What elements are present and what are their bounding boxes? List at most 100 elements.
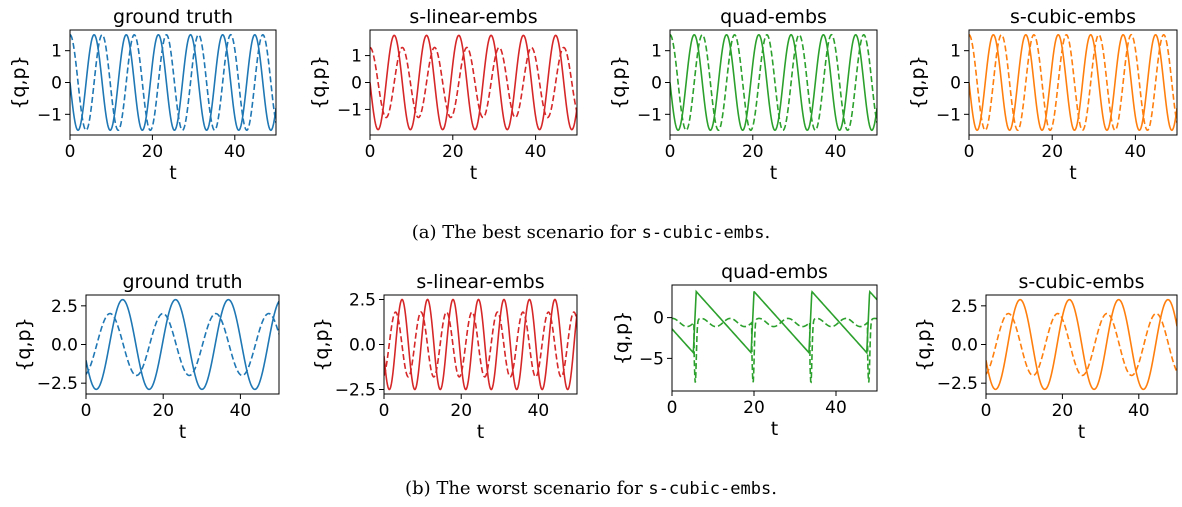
x-tick-label: 40 — [825, 142, 847, 162]
panel-title: ground truth — [122, 271, 242, 293]
x-axis-label: t — [1078, 421, 1085, 443]
x-axis-label: t — [477, 421, 484, 443]
x-tick-label: 0 — [667, 398, 678, 418]
y-tick-label: −1 — [637, 105, 662, 125]
y-axis-label: {q,p} — [13, 317, 35, 371]
x-tick-label: 20 — [742, 142, 764, 162]
chart-panel-2: 0 20 40 −1 0 1 s-linear-embs t {q,p} — [308, 6, 578, 184]
series-line-solid — [86, 298, 279, 391]
y-tick-label: −2.5 — [335, 381, 376, 401]
y-axis-label: {q,p} — [8, 55, 30, 109]
y-tick-label: 0 — [651, 74, 662, 94]
y-tick-label: −1 — [37, 105, 62, 125]
y-tick-label: 1 — [51, 42, 62, 62]
series-line-dashed — [384, 311, 577, 378]
y-tick-label: 2.5 — [951, 297, 978, 317]
series-line-dashed — [986, 312, 1177, 377]
x-tick-label: 20 — [142, 142, 164, 162]
y-tick-label: −2.5 — [37, 374, 78, 394]
y-axis-label: {q,p} — [611, 311, 633, 365]
series-line-dashed — [969, 33, 1177, 132]
plot-frame — [69, 29, 277, 136]
x-tick-label: 20 — [743, 398, 765, 418]
plot-frame — [671, 284, 878, 392]
panel-title: s-linear-embs — [409, 6, 537, 28]
y-axis-label: {q,p} — [907, 55, 929, 109]
plot-frame — [669, 29, 878, 136]
x-tick-label: 0 — [981, 401, 992, 421]
series-line-dashed — [370, 46, 577, 119]
x-tick-label: 0 — [665, 142, 676, 162]
series-line-solid — [672, 289, 877, 355]
y-tick-label: −2.5 — [937, 374, 978, 394]
plot-frame — [369, 29, 578, 136]
x-axis-label: t — [169, 162, 176, 184]
panel-title: quad-embs — [720, 6, 827, 28]
series-line-dashed — [70, 33, 276, 132]
y-tick-label: 0 — [51, 74, 62, 94]
y-tick-label: 0.0 — [951, 336, 978, 356]
x-tick-label: 40 — [224, 142, 246, 162]
x-tick-label: 40 — [230, 401, 252, 421]
plot-frame — [85, 294, 280, 395]
y-tick-label: 0 — [950, 74, 961, 94]
panel-title: s-linear-embs — [416, 271, 544, 293]
chart-panel-8: 0 20 40 −2.5 0.0 2.5 s-cubic-embs t {q,p} — [913, 271, 1178, 443]
series-line-dashed — [86, 312, 279, 377]
y-tick-label: 1 — [950, 42, 961, 62]
y-tick-label: 0 — [653, 309, 664, 329]
x-tick-label: 40 — [525, 142, 547, 162]
x-tick-label: 0 — [365, 142, 376, 162]
y-tick-label: 2.5 — [349, 291, 376, 311]
panel-title: ground truth — [113, 6, 233, 28]
y-axis-label: {q,p} — [608, 55, 630, 109]
y-axis-label: {q,p} — [308, 55, 330, 109]
x-axis-label: t — [179, 421, 186, 443]
caption-b: (b) The worst scenario for s-cubic-embs. — [405, 478, 777, 499]
x-axis-label: t — [771, 418, 778, 440]
plot-frame — [968, 29, 1178, 136]
chart-panel-6: 0 20 40 −2.5 0.0 2.5 s-linear-embs t {q,p} — [311, 271, 578, 443]
series-line-solid — [370, 34, 577, 131]
series-line-solid — [384, 298, 577, 391]
x-axis-label: t — [1069, 162, 1076, 184]
series-line-dashed — [672, 317, 877, 384]
series-line-solid — [969, 33, 1177, 132]
x-tick-label: 0 — [65, 142, 76, 162]
y-tick-label: −1 — [936, 105, 961, 125]
series-line-solid — [670, 33, 877, 132]
x-tick-label: 40 — [1125, 142, 1147, 162]
panel-title: s-cubic-embs — [1018, 271, 1144, 293]
y-axis-label: {q,p} — [913, 317, 935, 371]
y-tick-label: 0.0 — [51, 336, 78, 356]
x-tick-label: 40 — [825, 398, 847, 418]
x-axis-label: t — [770, 162, 777, 184]
y-tick-label: 1 — [351, 47, 362, 67]
x-tick-label: 0 — [81, 401, 92, 421]
y-tick-label: −5 — [639, 349, 664, 369]
y-tick-label: 1 — [651, 42, 662, 62]
chart-panel-7: 0 20 40 −5 0 quad-embs t {q,p} — [611, 261, 878, 440]
x-tick-label: 20 — [1052, 401, 1074, 421]
caption-a: (a) The best scenario for s-cubic-embs. — [411, 222, 771, 243]
x-axis-label: t — [470, 162, 477, 184]
y-tick-label: 0.0 — [349, 336, 376, 356]
series-line-dashed — [670, 33, 877, 132]
panel-title: s-cubic-embs — [1010, 6, 1136, 28]
x-tick-label: 40 — [1128, 401, 1150, 421]
series-line-solid — [986, 298, 1177, 391]
y-tick-label: 2.5 — [51, 297, 78, 317]
y-axis-label: {q,p} — [311, 317, 333, 371]
x-tick-label: 0 — [379, 401, 390, 421]
x-tick-label: 20 — [152, 401, 174, 421]
x-tick-label: 20 — [442, 142, 464, 162]
chart-panel-5: 0 20 40 −2.5 0.0 2.5 ground truth t {q,p} — [13, 271, 280, 443]
x-tick-label: 20 — [1041, 142, 1063, 162]
y-tick-label: −1 — [337, 100, 362, 120]
x-tick-label: 40 — [528, 401, 550, 421]
panel-title: quad-embs — [721, 261, 828, 283]
